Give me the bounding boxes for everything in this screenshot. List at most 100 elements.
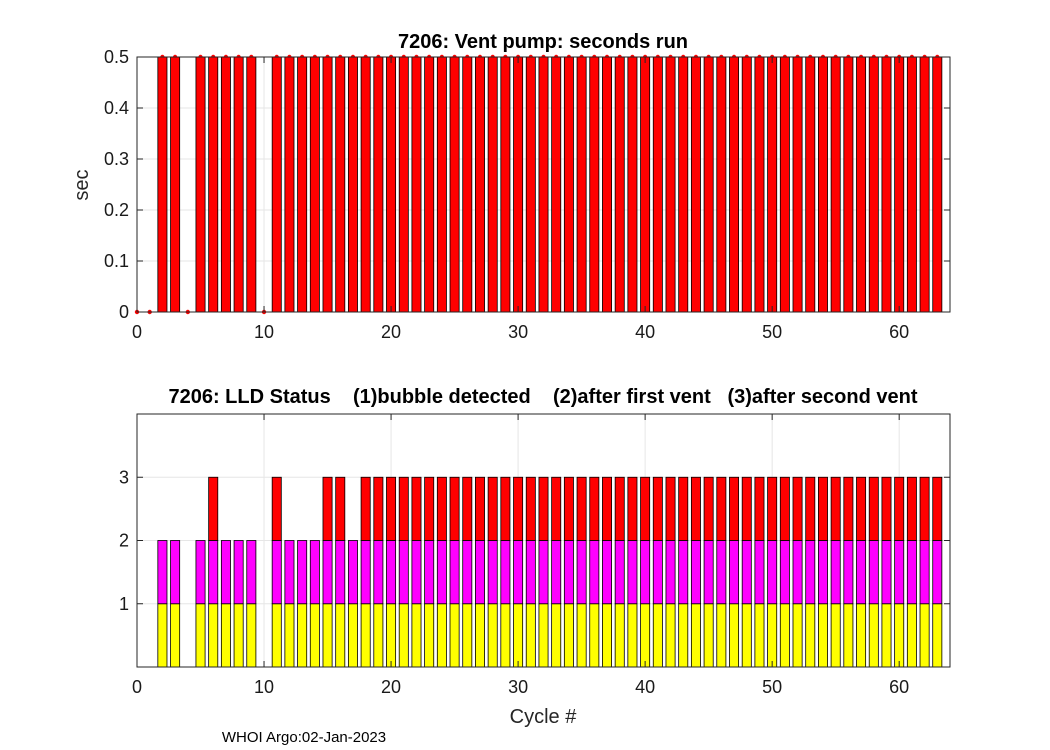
lld-bar-segment: [157, 603, 168, 668]
pump-bar: [779, 56, 790, 313]
lld-bar-segment: [729, 603, 740, 668]
pump-bar: [411, 56, 422, 313]
lld-bar-segment: [284, 540, 295, 605]
lld-bar-segment: [741, 540, 752, 605]
lld-bar-segment: [449, 540, 460, 605]
x-tick-label: 30: [508, 677, 528, 697]
lld-bar-segment: [220, 603, 231, 668]
pump-bar: [754, 56, 765, 313]
lld-bar-segment: [538, 603, 549, 668]
lld-bar-segment: [500, 540, 511, 605]
x-tick-label: 50: [762, 677, 782, 697]
lld-bar-segment: [563, 603, 574, 668]
pump-bar: [157, 56, 168, 313]
lld-bar-segment: [208, 476, 219, 541]
lld-x-axis-label: Cycle #: [510, 706, 578, 728]
pump-bar: [856, 56, 867, 313]
pump-bar: [462, 56, 473, 313]
lld-bar-segment: [525, 603, 536, 668]
lld-bar-segment: [894, 603, 905, 668]
pump-bar: [678, 56, 689, 313]
lld-bar-segment: [271, 540, 282, 605]
pump-bar: [347, 56, 358, 313]
lld-bar-segment: [411, 540, 422, 605]
lld-bar-segment: [386, 540, 397, 605]
x-tick-label: 50: [762, 322, 782, 342]
x-tick-label: 20: [381, 322, 401, 342]
lld-bar-segment: [779, 603, 790, 668]
lld-bar-segment: [513, 540, 524, 605]
lld-bar-segment: [297, 540, 308, 605]
pump-bar: [424, 56, 435, 313]
pump-bar: [297, 56, 308, 313]
footer-stamp: WHOI Argo:02-Jan-2023: [222, 729, 386, 746]
lld-bar-segment: [576, 540, 587, 605]
lld-bar-segment: [525, 476, 536, 541]
lld-bar-segment: [386, 603, 397, 668]
lld-bar-segment: [932, 540, 943, 605]
lld-bar-segment: [284, 603, 295, 668]
lld-bar-segment: [627, 603, 638, 668]
lld-bar-segment: [919, 540, 930, 605]
pump-bar: [373, 56, 384, 313]
lld-bar-segment: [513, 603, 524, 668]
lld-bar-segment: [170, 603, 181, 668]
lld-bar-segment: [856, 603, 867, 668]
pump-bar: [741, 56, 752, 313]
x-tick-label: 40: [635, 677, 655, 697]
lld-bar-segment: [576, 476, 587, 541]
x-tick-label: 20: [381, 677, 401, 697]
lld-bar-segment: [335, 476, 346, 541]
lld-bar-segment: [678, 603, 689, 668]
lld-bar-segment: [703, 476, 714, 541]
pump-bar: [335, 56, 346, 313]
pump-bar: [843, 56, 854, 313]
lld-bar-segment: [843, 603, 854, 668]
lld-bar-segment: [309, 603, 320, 668]
lld-bar-segment: [627, 476, 638, 541]
lld-bar-segment: [322, 540, 333, 605]
lld-bar-segment: [360, 603, 371, 668]
lld-bar-segment: [424, 476, 435, 541]
lld-bar-segment: [665, 603, 676, 668]
lld-bar-segment: [487, 540, 498, 605]
lld-bar-segment: [157, 540, 168, 605]
lld-bar-segment: [881, 476, 892, 541]
pump-bar: [309, 56, 320, 313]
x-tick-label: 10: [254, 322, 274, 342]
lld-bar-segment: [805, 603, 816, 668]
lld-bar-segment: [513, 476, 524, 541]
lld-bar-segment: [436, 603, 447, 668]
lld-bar-segment: [919, 603, 930, 668]
pump-bar: [690, 56, 701, 313]
lld-bar-segment: [703, 540, 714, 605]
lld-bar-segment: [373, 476, 384, 541]
lld-bar-segment: [640, 540, 651, 605]
lld-bar-segment: [386, 476, 397, 541]
pump-bar: [487, 56, 498, 313]
lld-bar-segment: [856, 476, 867, 541]
pump-bar: [576, 56, 587, 313]
pump-bar: [475, 56, 485, 313]
lld-bar-segment: [881, 603, 892, 668]
lld-bar-segment: [195, 603, 206, 668]
lld-bar-segment: [906, 603, 917, 668]
pump-bar: [195, 56, 206, 313]
pump-bar: [220, 56, 231, 313]
lld-bar-segment: [830, 603, 841, 668]
lld-bar-segment: [246, 540, 257, 605]
pump-bar: [386, 56, 397, 313]
axes-frame: [136, 56, 951, 313]
lld-status-axes: 0 10 20 30 40 50 60 1 2 3: [119, 413, 951, 697]
lld-bar-segment: [297, 603, 308, 668]
lld-bar-segment: [754, 603, 765, 668]
lld-bar-segment: [703, 603, 714, 668]
lld-bar-segment: [246, 603, 257, 668]
x-tick-label: 60: [889, 677, 909, 697]
pump-bar: [906, 56, 917, 313]
y-tick-label: 0.4: [104, 98, 129, 118]
lld-bar-segment: [233, 540, 244, 605]
lld-bar-segment: [830, 540, 841, 605]
lld-bar-segment: [805, 540, 816, 605]
pump-bar: [716, 56, 727, 313]
